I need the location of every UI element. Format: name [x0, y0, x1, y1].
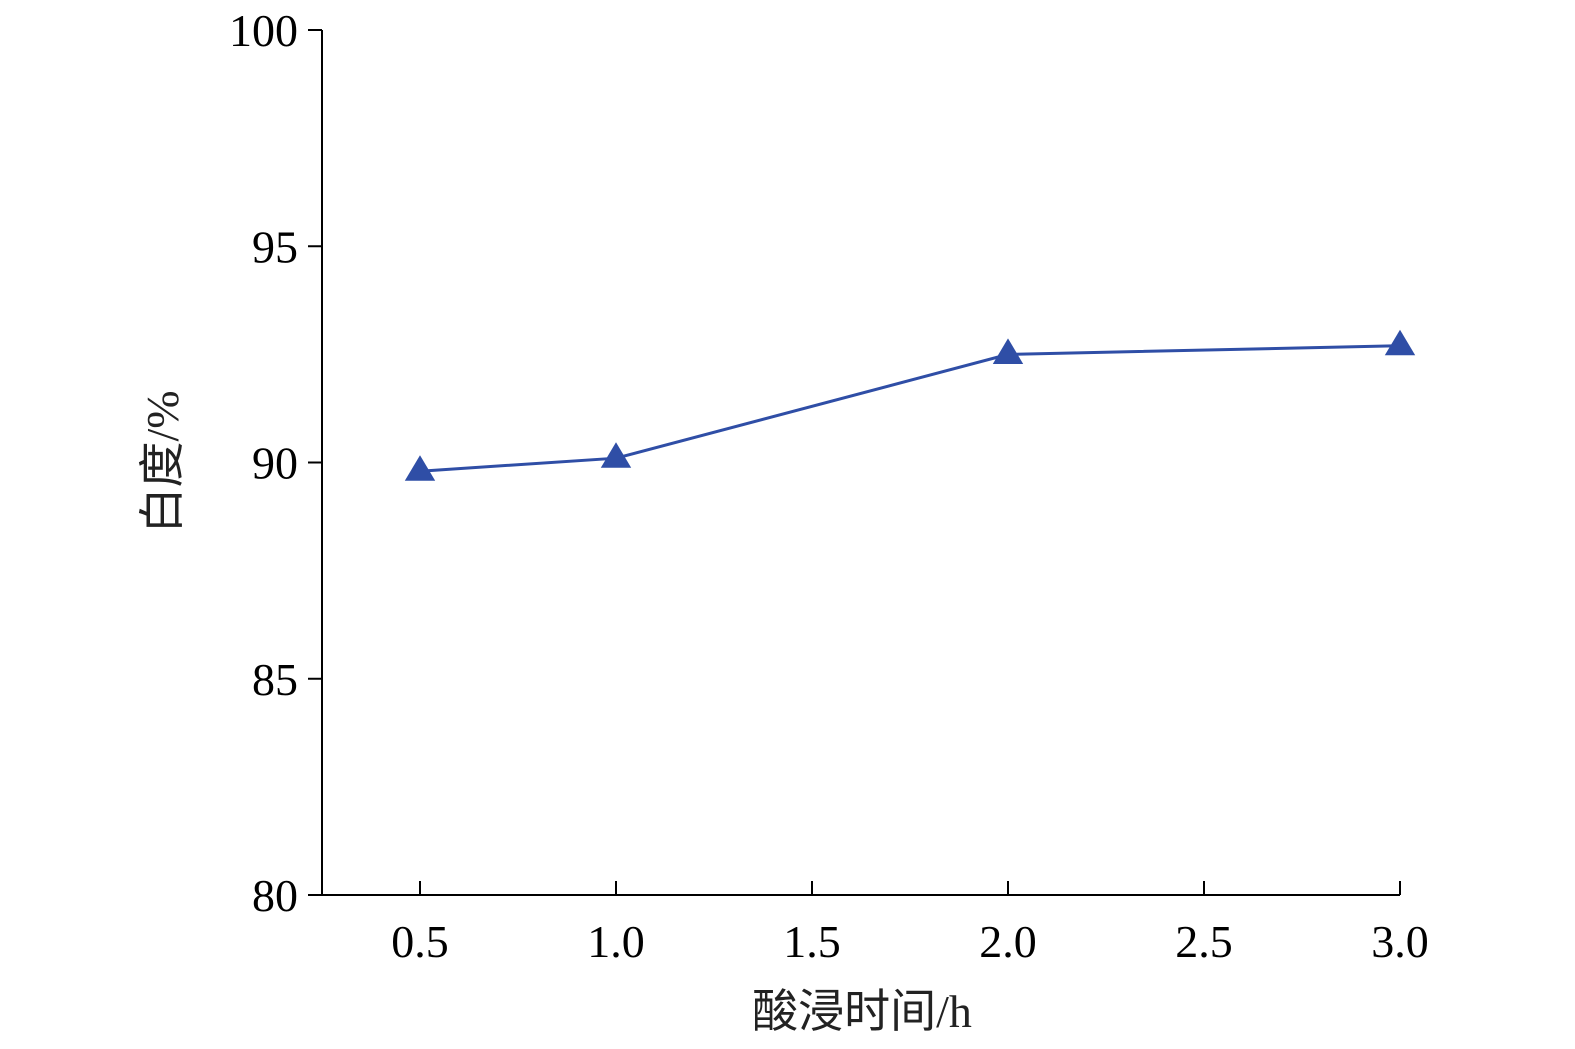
series-layer	[404, 329, 1416, 481]
y-tick-label: 90	[252, 438, 298, 489]
x-tick-label: 1.5	[783, 916, 841, 967]
y-tick-label: 100	[229, 5, 298, 56]
x-tick-label: 0.5	[391, 916, 449, 967]
data-point-triangle	[404, 455, 436, 481]
data-point-triangle	[600, 442, 632, 468]
y-tick-label: 85	[252, 654, 298, 705]
x-ticks: 0.5 1.0 1.5 2.0 2.5 3.0	[391, 881, 1429, 967]
x-axis-title: 酸浸时间/h	[752, 986, 972, 1037]
data-point-triangle	[992, 338, 1024, 364]
y-ticks: 80 85 90 95 100	[229, 5, 322, 921]
x-tick-label: 2.0	[979, 916, 1037, 967]
y-tick-label: 80	[252, 870, 298, 921]
x-tick-label: 3.0	[1371, 916, 1429, 967]
x-tick-label: 2.5	[1175, 916, 1233, 967]
y-tick-label: 95	[252, 221, 298, 272]
y-axis-title: 白度/%	[137, 390, 188, 533]
x-tick-label: 1.0	[587, 916, 645, 967]
series-line	[419, 344, 1401, 473]
data-point-triangle	[1384, 329, 1416, 356]
axes	[321, 30, 1400, 896]
